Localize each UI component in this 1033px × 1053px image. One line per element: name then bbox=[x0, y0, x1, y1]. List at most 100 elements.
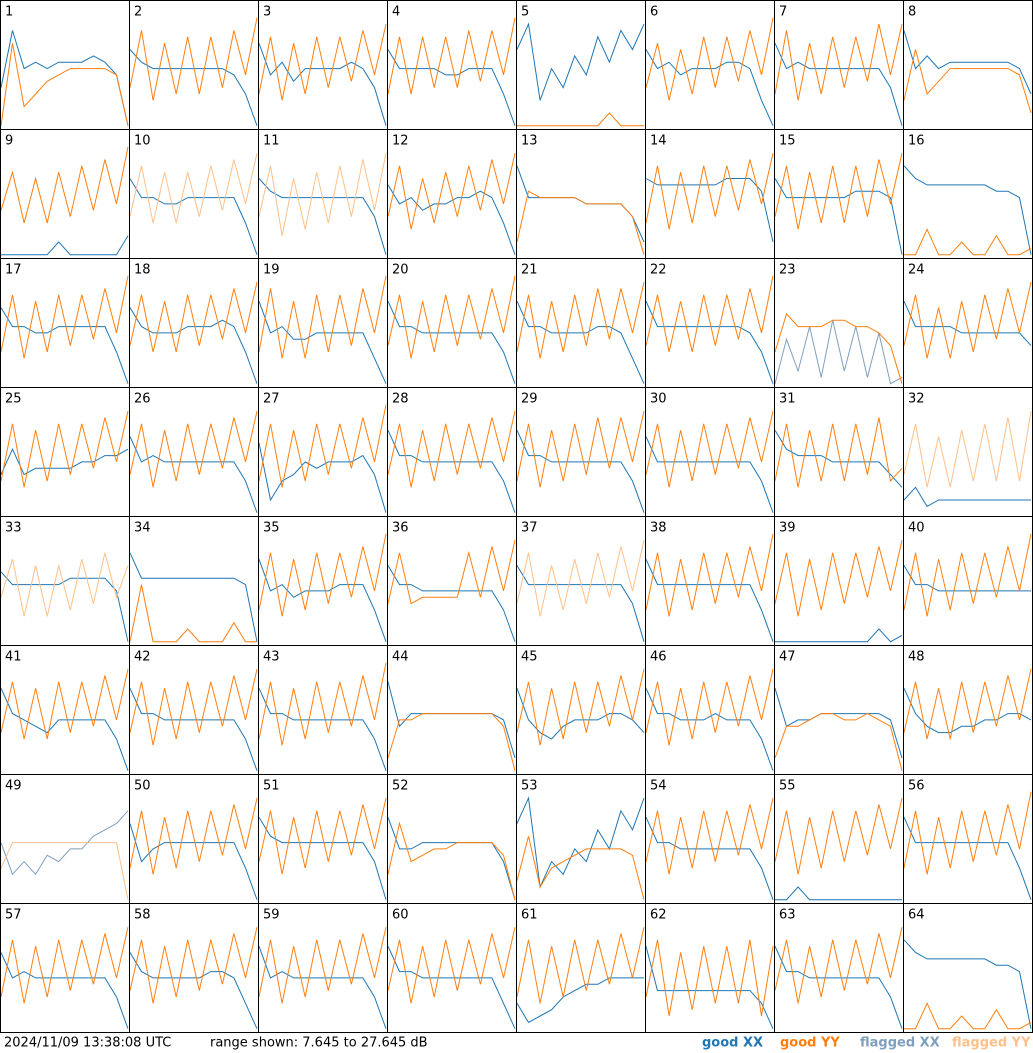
panel-label: 20 bbox=[392, 263, 409, 278]
panel-label: 57 bbox=[5, 908, 22, 923]
panel-label: 25 bbox=[5, 392, 22, 407]
panel-label: 63 bbox=[779, 908, 796, 923]
xx-spectrum bbox=[1, 235, 129, 256]
panel-label: 29 bbox=[521, 392, 538, 407]
yy-spectrum bbox=[516, 281, 645, 359]
xx-spectrum bbox=[258, 301, 387, 384]
panel-label: 8 bbox=[908, 5, 916, 20]
yy-spectrum bbox=[387, 539, 516, 605]
xx-spectrum bbox=[258, 946, 387, 1029]
xx-spectrum bbox=[903, 939, 1032, 1029]
xx-spectrum bbox=[0, 952, 129, 1029]
panel-label: 28 bbox=[392, 392, 409, 407]
yy-spectrum bbox=[258, 153, 387, 236]
yy-spectrum bbox=[0, 552, 129, 617]
yy-spectrum bbox=[904, 1002, 1032, 1030]
range-label: range shown: 7.645 to 27.645 dB bbox=[210, 1036, 428, 1051]
xx-spectrum bbox=[645, 436, 774, 513]
yy-spectrum bbox=[516, 190, 645, 255]
panel-label: 21 bbox=[521, 263, 538, 278]
xx-spectrum bbox=[129, 307, 258, 384]
xx-spectrum bbox=[387, 817, 516, 900]
yy-spectrum bbox=[645, 152, 774, 230]
timestamp: 2024/11/09 13:38:08 UTC bbox=[4, 1036, 171, 1051]
xx-spectrum bbox=[129, 952, 258, 1029]
yy-spectrum bbox=[0, 410, 129, 488]
panel-label: 41 bbox=[5, 650, 22, 665]
yy-spectrum bbox=[645, 939, 774, 1017]
panel-label: 31 bbox=[779, 392, 796, 407]
yy-spectrum bbox=[0, 275, 129, 359]
yy-spectrum bbox=[387, 152, 516, 230]
panel-label: 51 bbox=[263, 779, 280, 794]
legend-entry: flagged YY bbox=[952, 1036, 1031, 1051]
xx-spectrum bbox=[387, 945, 516, 1029]
yy-spectrum bbox=[258, 533, 387, 617]
xx-spectrum bbox=[258, 816, 387, 900]
panel-label: 9 bbox=[5, 134, 13, 149]
panel-label: 50 bbox=[134, 779, 151, 794]
panel-label: 36 bbox=[392, 521, 409, 536]
yy-spectrum bbox=[645, 533, 774, 617]
panel-label: 56 bbox=[908, 779, 925, 794]
xx-spectrum bbox=[516, 688, 645, 740]
xx-spectrum bbox=[645, 178, 774, 243]
panel-label: 40 bbox=[908, 521, 925, 536]
yy-spectrum bbox=[645, 668, 774, 746]
panel-label: 64 bbox=[908, 908, 925, 923]
yy-spectrum bbox=[774, 926, 903, 1004]
yy-spectrum bbox=[774, 417, 903, 488]
yy-spectrum bbox=[258, 404, 387, 488]
yy-spectrum bbox=[387, 275, 516, 359]
xx-spectrum bbox=[903, 30, 1032, 95]
xx-spectrum bbox=[645, 816, 774, 900]
panel-label: 54 bbox=[650, 779, 667, 794]
xx-spectrum bbox=[387, 49, 516, 126]
panel-label: 19 bbox=[263, 263, 280, 278]
yy-spectrum bbox=[0, 43, 129, 126]
panel-label: 52 bbox=[392, 779, 409, 794]
xx-spectrum bbox=[129, 687, 258, 771]
yy-spectrum bbox=[774, 539, 903, 617]
yy-spectrum bbox=[258, 23, 387, 101]
xx-spectrum bbox=[516, 565, 645, 642]
yy-spectrum bbox=[387, 926, 516, 1004]
xx-spectrum bbox=[774, 320, 903, 385]
panel-label: 2 bbox=[134, 5, 142, 20]
yy-spectrum bbox=[129, 281, 258, 353]
panel-label: 59 bbox=[263, 908, 280, 923]
xx-spectrum bbox=[775, 886, 902, 901]
panel-label: 55 bbox=[779, 779, 796, 794]
xx-spectrum bbox=[387, 184, 516, 255]
xx-spectrum bbox=[645, 300, 774, 384]
xx-spectrum bbox=[774, 178, 903, 255]
yy-spectrum bbox=[258, 926, 387, 1004]
xx-spectrum bbox=[516, 300, 645, 384]
xx-spectrum bbox=[0, 307, 129, 384]
xx-spectrum bbox=[387, 429, 516, 513]
panel-label: 12 bbox=[392, 134, 409, 149]
xx-spectrum bbox=[258, 559, 387, 642]
xx-spectrum bbox=[129, 552, 258, 642]
panel-label: 33 bbox=[5, 521, 22, 536]
panel-label: 1 bbox=[5, 5, 13, 20]
panel-label: 47 bbox=[779, 650, 796, 665]
yy-spectrum bbox=[387, 821, 516, 900]
panel-label: 46 bbox=[650, 650, 667, 665]
yy-spectrum bbox=[903, 49, 1032, 114]
panel-label: 37 bbox=[521, 521, 538, 536]
panel-label: 39 bbox=[779, 521, 796, 536]
yy-spectrum bbox=[517, 112, 644, 127]
xx-spectrum bbox=[129, 436, 258, 513]
xx-spectrum bbox=[903, 565, 1031, 592]
panel-label: 26 bbox=[134, 392, 151, 407]
yy-spectrum bbox=[774, 152, 903, 230]
xx-spectrum bbox=[516, 796, 645, 889]
yy-spectrum bbox=[903, 281, 1032, 359]
yy-spectrum bbox=[774, 23, 903, 101]
yy-spectrum bbox=[129, 797, 258, 875]
panel-label: 48 bbox=[908, 650, 925, 665]
panel-label: 24 bbox=[908, 263, 925, 278]
panel-label: 58 bbox=[134, 908, 151, 923]
yy-spectrum bbox=[645, 275, 774, 353]
